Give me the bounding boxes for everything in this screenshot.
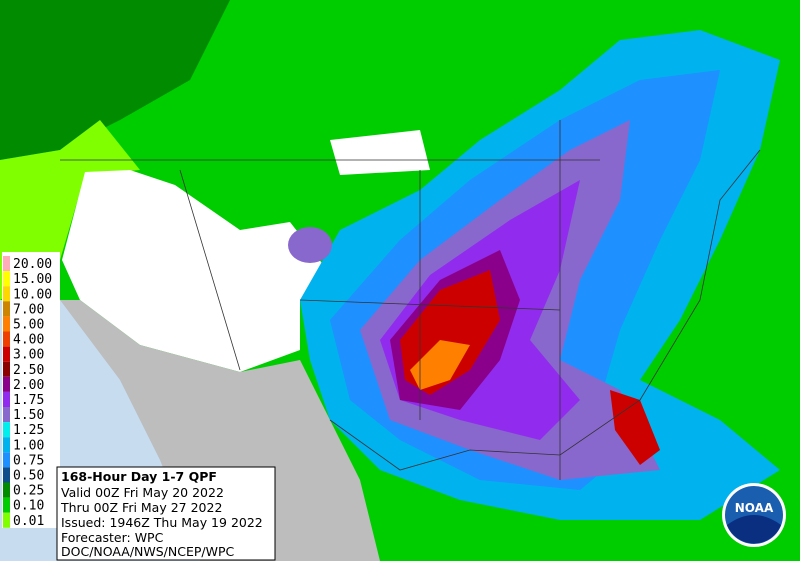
precip-area	[610, 390, 660, 465]
legend-label: 2.00	[13, 378, 44, 393]
legend-label: 0.01	[13, 514, 44, 529]
legend-label: 1.25	[13, 423, 44, 438]
info-line: Valid 00Z Fri May 20 2022	[61, 485, 224, 500]
precip-area	[410, 340, 470, 390]
legend-swatch	[3, 437, 10, 453]
legend-swatch	[3, 376, 10, 392]
legend-label: 10.00	[13, 287, 52, 302]
logo-text: NOAA	[735, 501, 774, 515]
legend-swatch	[3, 331, 10, 347]
legend-swatch	[3, 497, 10, 513]
legend-swatch	[3, 361, 10, 377]
legend-swatch	[3, 316, 10, 332]
dry-area	[62, 170, 335, 372]
legend-swatch	[3, 346, 10, 362]
noaa-logo: NOAA	[722, 483, 786, 547]
legend-label: 0.50	[13, 468, 44, 483]
info-title: 168-Hour Day 1-7 QPF	[61, 469, 217, 484]
info-box: 168-Hour Day 1-7 QPF Valid 00Z Fri May 2…	[56, 466, 276, 561]
legend-swatch	[3, 391, 10, 407]
borders	[60, 120, 761, 480]
legend-label: 2.50	[13, 363, 44, 378]
legend: 20.0015.0010.007.005.004.003.002.502.001…	[2, 252, 60, 529]
legend-swatch	[3, 301, 10, 317]
legend-swatch	[3, 286, 10, 302]
legend-label: 4.00	[13, 333, 44, 348]
legend-label: 20.00	[13, 257, 52, 272]
legend-label: 1.50	[13, 408, 44, 423]
info-frame	[56, 466, 276, 561]
legend-swatch	[3, 422, 10, 438]
precip-area	[288, 227, 332, 263]
legend-swatch	[3, 452, 10, 468]
legend-label: 1.75	[13, 393, 44, 408]
info-line: Thru 00Z Fri May 27 2022	[60, 500, 222, 515]
info-line: Issued: 1946Z Thu May 19 2022	[61, 515, 263, 530]
legend-box	[2, 252, 60, 528]
legend-label: 1.00	[13, 438, 44, 453]
legend-swatch	[3, 271, 10, 287]
legend-label: 5.00	[13, 317, 44, 332]
info-line: DOC/NOAA/NWS/NCEP/WPC	[61, 544, 235, 559]
precip-area	[0, 0, 230, 160]
legend-swatch	[3, 467, 10, 483]
dry-area	[330, 130, 430, 175]
logo-wave	[727, 515, 781, 544]
legend-label: 0.10	[13, 499, 44, 514]
legend-label: 0.25	[13, 484, 44, 499]
info-line: Forecaster: WPC	[61, 530, 164, 545]
legend-swatch	[3, 256, 10, 272]
legend-swatch	[3, 512, 10, 528]
legend-label: 3.00	[13, 348, 44, 363]
legend-label: 7.00	[13, 302, 44, 317]
legend-swatch	[3, 482, 10, 498]
legend-label: 15.00	[13, 272, 52, 287]
legend-label: 0.75	[13, 453, 44, 468]
legend-swatch	[3, 407, 10, 423]
